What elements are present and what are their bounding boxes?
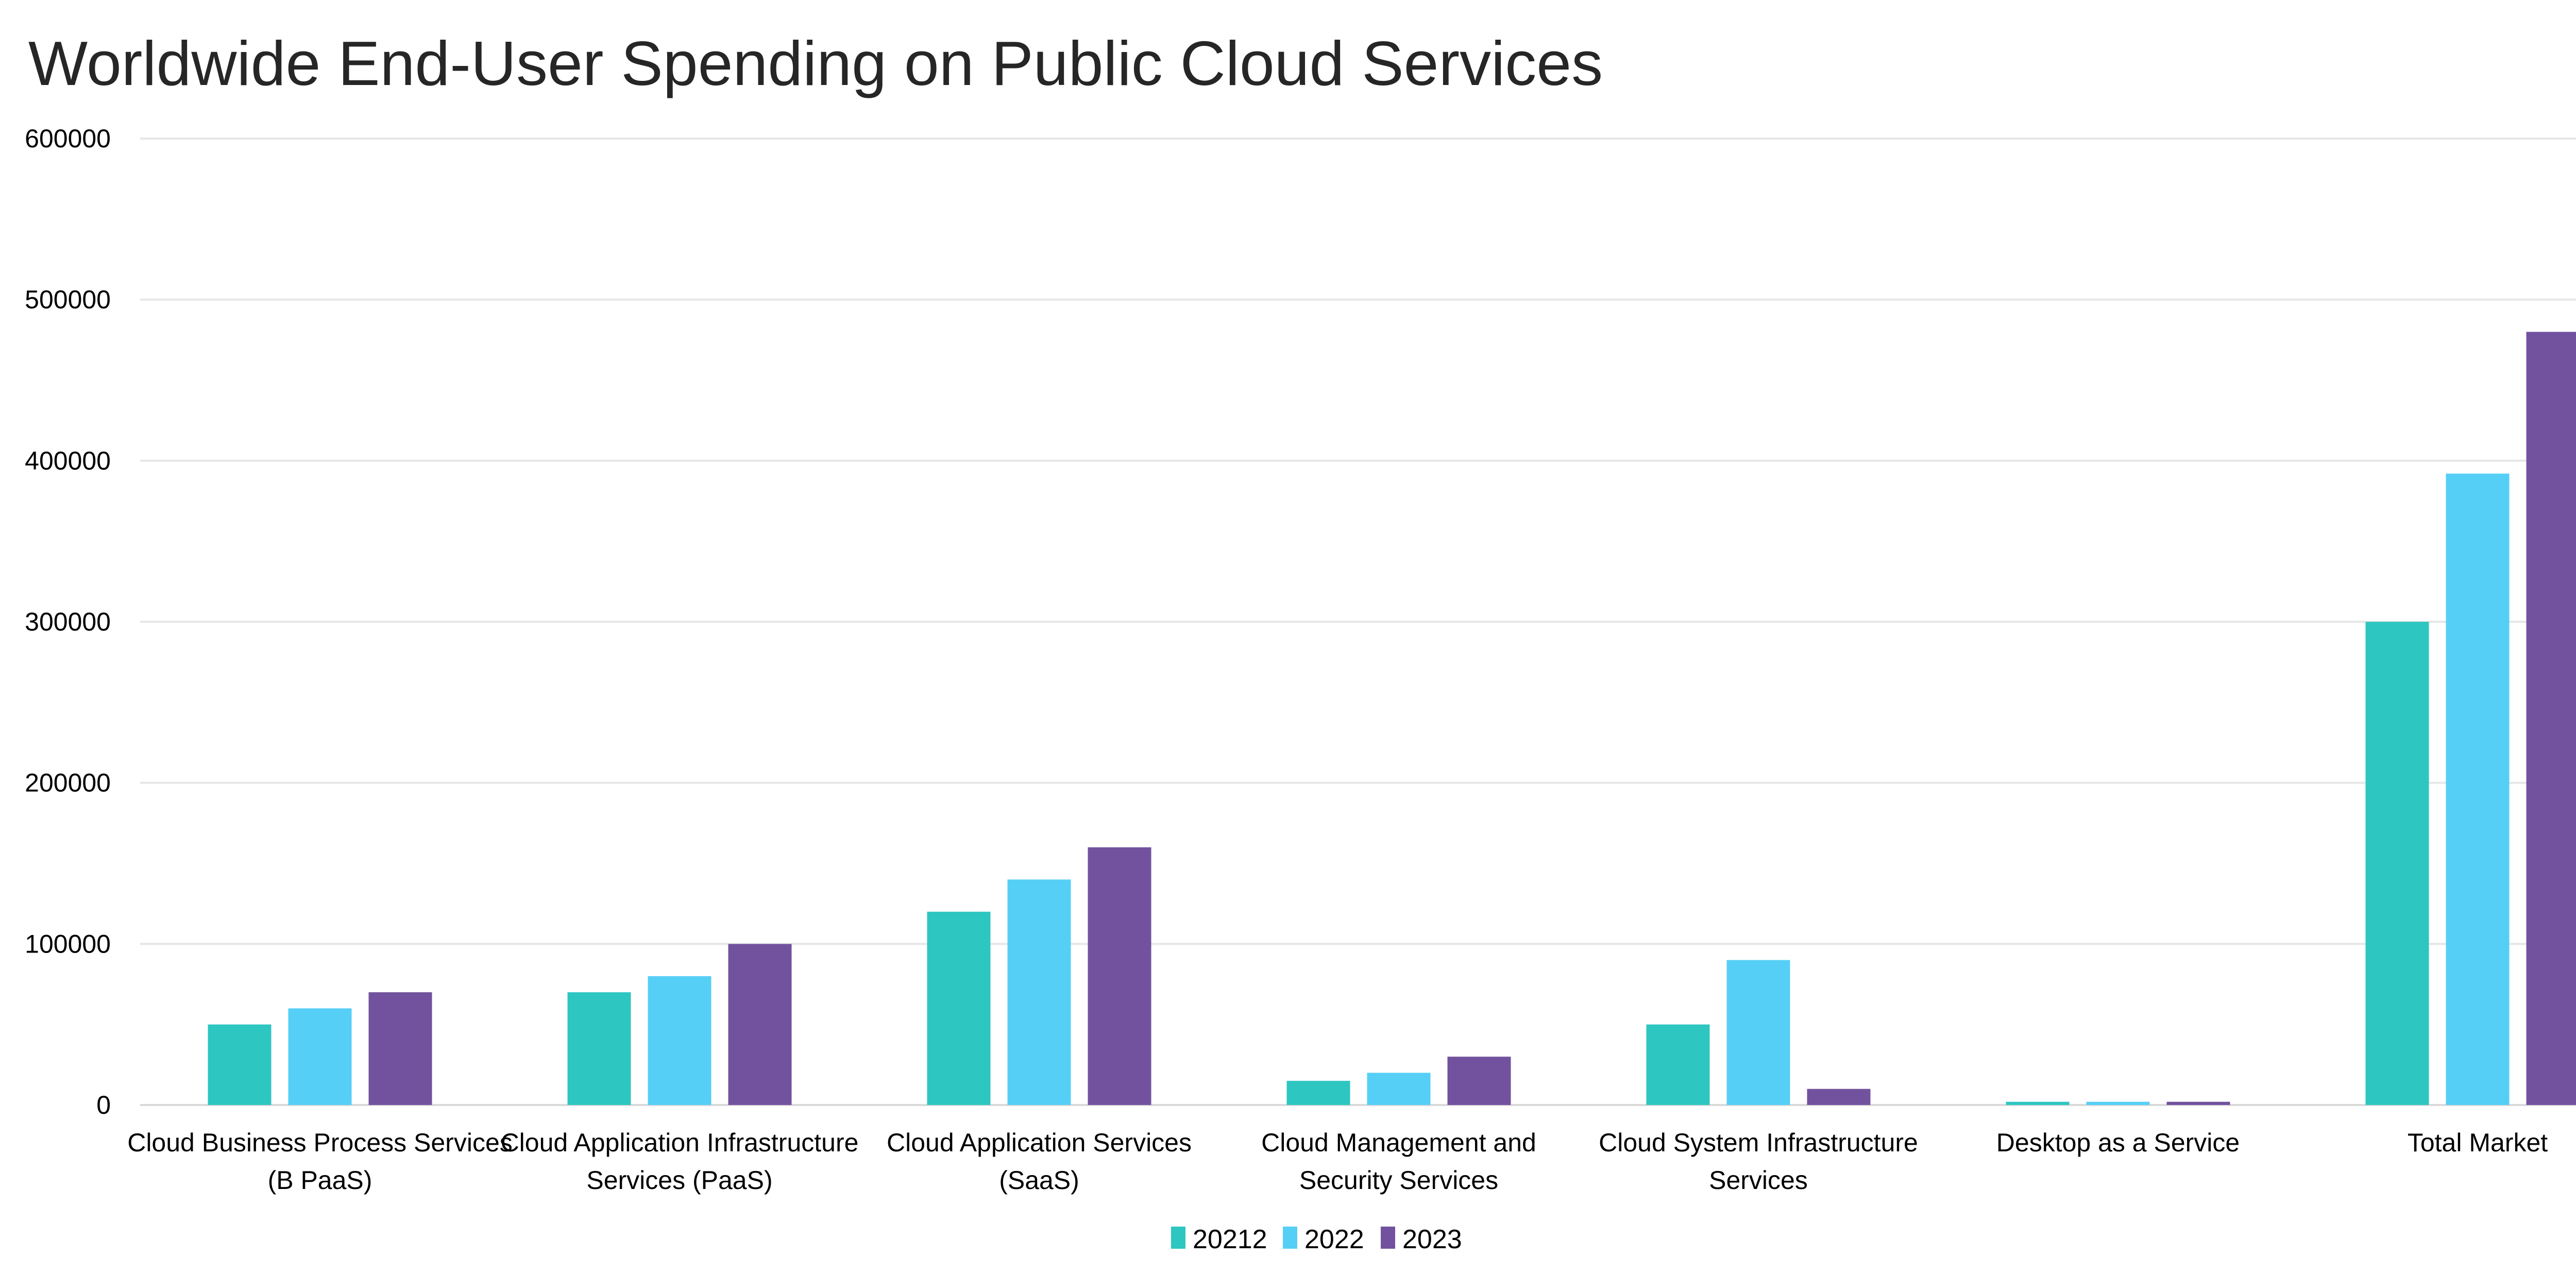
- bar-2023: [1088, 847, 1151, 1105]
- bar-2022: [1007, 879, 1071, 1105]
- bar-2023: [728, 944, 792, 1105]
- bar-2023: [2166, 1101, 2230, 1105]
- x-category-label: (B PaaS): [268, 1166, 372, 1195]
- x-category-label: (SaaS): [999, 1166, 1079, 1195]
- bar-20212: [567, 992, 631, 1105]
- bar-2022: [2086, 1101, 2150, 1105]
- y-tick-label: 500000: [25, 285, 111, 314]
- x-category-label: Services (PaaS): [586, 1166, 772, 1195]
- bar-2022: [648, 976, 711, 1105]
- y-tick-label: 400000: [25, 446, 111, 475]
- legend: 20212 2022 2023: [1171, 1225, 1462, 1254]
- x-category-label: Total Market: [2408, 1128, 2548, 1157]
- legend-label: 2023: [1402, 1225, 1462, 1254]
- legend-swatch-2022: [1283, 1227, 1297, 1249]
- bar-2022: [2446, 473, 2510, 1105]
- bar-2023: [1447, 1057, 1511, 1105]
- bar-20212: [208, 1024, 272, 1105]
- y-axis-ticks: 0 100000 200000 300000 400000 500000 600000: [25, 124, 111, 1119]
- y-tick-label: 100000: [25, 929, 111, 958]
- y-tick-label: 0: [96, 1091, 111, 1119]
- bars: [208, 332, 2576, 1106]
- x-category-label: Cloud Business Process Services: [127, 1128, 513, 1157]
- bar-2023: [368, 992, 432, 1105]
- bar-20212: [1646, 1024, 1710, 1105]
- gridlines: [140, 138, 2576, 1106]
- x-category-label: Cloud Application Infrastructure: [501, 1128, 859, 1157]
- bar-2023: [1807, 1089, 1871, 1105]
- bar-20212: [1286, 1081, 1350, 1105]
- bar-2022: [1726, 960, 1790, 1105]
- legend-swatch-2023: [1381, 1227, 1395, 1249]
- y-tick-label: 600000: [25, 124, 111, 153]
- bar-2023: [2526, 332, 2576, 1106]
- x-category-label: Cloud Management and: [1261, 1128, 1536, 1157]
- x-category-label: Services: [1709, 1166, 1808, 1195]
- bar-20212: [2006, 1101, 2070, 1105]
- x-category-label: Security Services: [1299, 1166, 1498, 1195]
- x-category-label: Cloud Application Services: [887, 1128, 1192, 1157]
- legend-label: 20212: [1193, 1225, 1267, 1254]
- bar-2022: [1367, 1073, 1431, 1105]
- x-category-label: Cloud System Infrastructure: [1599, 1128, 1918, 1157]
- x-category-label: Desktop as a Service: [1996, 1128, 2240, 1157]
- bar-20212: [2365, 622, 2429, 1105]
- bar-20212: [927, 911, 991, 1105]
- chart-title: Worldwide End-User Spending on Public Cl…: [28, 28, 1603, 98]
- y-tick-label: 200000: [25, 769, 111, 797]
- legend-swatch-20212: [1171, 1227, 1185, 1249]
- y-tick-label: 300000: [25, 607, 111, 636]
- x-axis-labels: Cloud Business Process Services (B PaaS) C…: [127, 1128, 2548, 1195]
- bar-2022: [288, 1008, 352, 1105]
- legend-label: 2022: [1304, 1225, 1364, 1254]
